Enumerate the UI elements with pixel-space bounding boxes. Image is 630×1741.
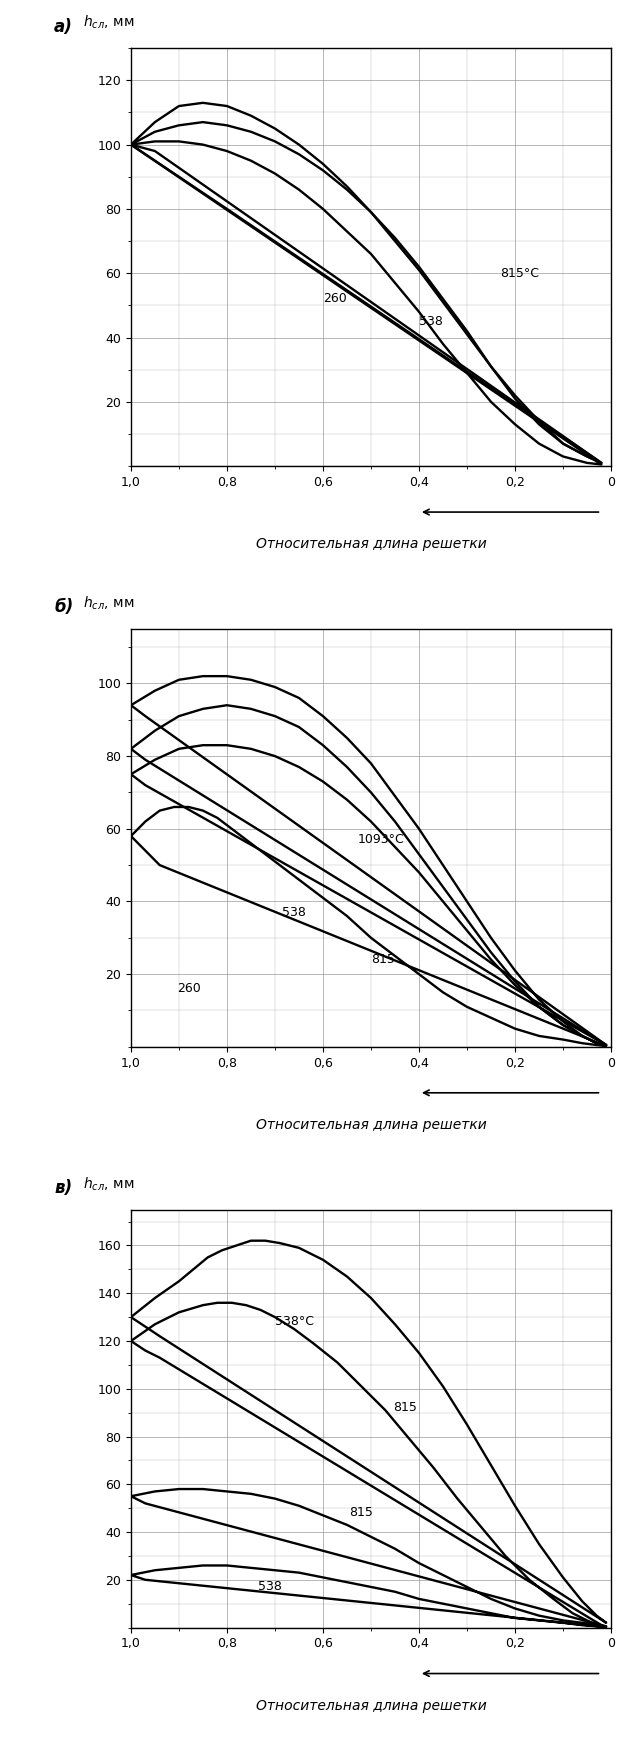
Text: 815: 815: [350, 1506, 374, 1520]
Text: 538: 538: [419, 315, 443, 327]
Text: 815: 815: [392, 1402, 416, 1414]
Text: $h_{сл}$, мм: $h_{сл}$, мм: [83, 1175, 134, 1193]
Text: Относительная длина решетки: Относительная длина решетки: [256, 1118, 486, 1132]
Text: а): а): [54, 17, 73, 35]
Text: б): б): [54, 599, 73, 616]
Text: 1093°C: 1093°C: [357, 834, 404, 846]
Text: 538°C: 538°C: [275, 1316, 314, 1328]
Text: 815°C: 815°C: [500, 266, 539, 280]
Text: $h_{сл}$, мм: $h_{сл}$, мм: [83, 14, 134, 31]
Text: Относительная длина решетки: Относительная длина решетки: [256, 538, 486, 552]
Text: Относительная длина решетки: Относительная длина решетки: [256, 1699, 486, 1713]
Text: 538: 538: [258, 1581, 282, 1593]
Text: 260: 260: [176, 982, 200, 996]
Text: $h_{сл}$, мм: $h_{сл}$, мм: [83, 595, 134, 613]
Text: 815: 815: [371, 952, 395, 966]
Text: 260: 260: [323, 292, 347, 305]
Text: в): в): [54, 1179, 72, 1198]
Text: 538: 538: [282, 905, 306, 919]
